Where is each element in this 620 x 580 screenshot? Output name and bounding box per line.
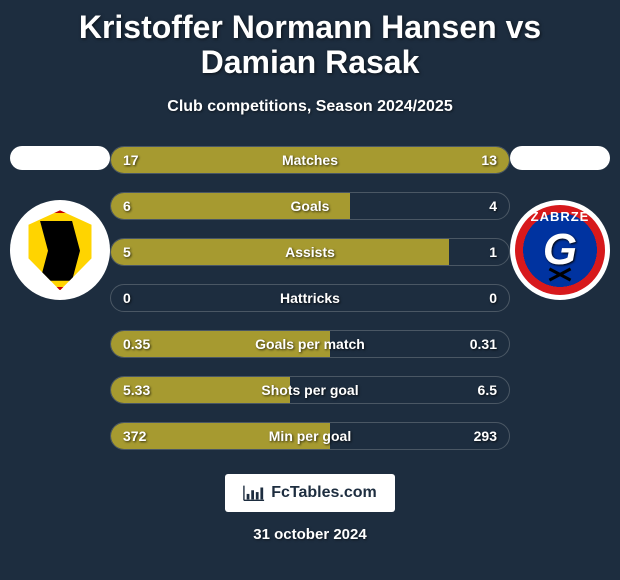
branding-badge: FcTables.com <box>225 474 395 512</box>
flag-right <box>510 146 610 170</box>
stat-label: Matches <box>111 147 509 173</box>
stat-row-goals-per-match: 0.35Goals per match0.31 <box>110 330 510 358</box>
stat-right-value: 0 <box>489 285 497 311</box>
bar-chart-icon <box>243 484 265 502</box>
date-text: 31 october 2024 <box>0 526 620 543</box>
comparison-panel: ZABRZE G 17Matches13 6Goals4 5Assists1 0Hat… <box>0 146 620 450</box>
gornik-badge-icon: ZABRZE G <box>515 205 605 295</box>
stat-label: Assists <box>111 239 509 265</box>
stat-row-matches: 17Matches13 <box>110 146 510 174</box>
stat-row-goals: 6Goals4 <box>110 192 510 220</box>
stat-right-value: 4 <box>489 193 497 219</box>
page-title: Kristoffer Normann Hansen vs Damian Rasa… <box>0 0 620 80</box>
stat-row-min-per-goal: 372Min per goal293 <box>110 422 510 450</box>
stat-bars: 17Matches13 6Goals4 5Assists1 0Hattricks0 0.… <box>110 146 510 450</box>
flag-left <box>10 146 110 170</box>
stat-label: Hattricks <box>111 285 509 311</box>
stat-label: Goals per match <box>111 331 509 357</box>
gornik-hammers-icon <box>545 269 575 281</box>
club-logo-right: ZABRZE G <box>510 200 610 300</box>
stat-label: Shots per goal <box>111 377 509 403</box>
stat-right-value: 293 <box>474 423 497 449</box>
stat-right-value: 6.5 <box>478 377 497 403</box>
stat-row-hattricks: 0Hattricks0 <box>110 284 510 312</box>
branding-text: FcTables.com <box>271 484 377 502</box>
stat-row-shots-per-goal: 5.33Shots per goal6.5 <box>110 376 510 404</box>
gornik-ring-text: ZABRZE <box>531 209 590 224</box>
stat-label: Goals <box>111 193 509 219</box>
club-logo-left <box>10 200 110 300</box>
stat-right-value: 0.31 <box>470 331 497 357</box>
stat-row-assists: 5Assists1 <box>110 238 510 266</box>
stat-right-value: 1 <box>489 239 497 265</box>
jagiellonia-badge-icon <box>25 210 95 290</box>
gornik-center-text: G <box>543 225 577 275</box>
subtitle: Club competitions, Season 2024/2025 <box>0 98 620 116</box>
stat-label: Min per goal <box>111 423 509 449</box>
stat-right-value: 13 <box>481 147 497 173</box>
